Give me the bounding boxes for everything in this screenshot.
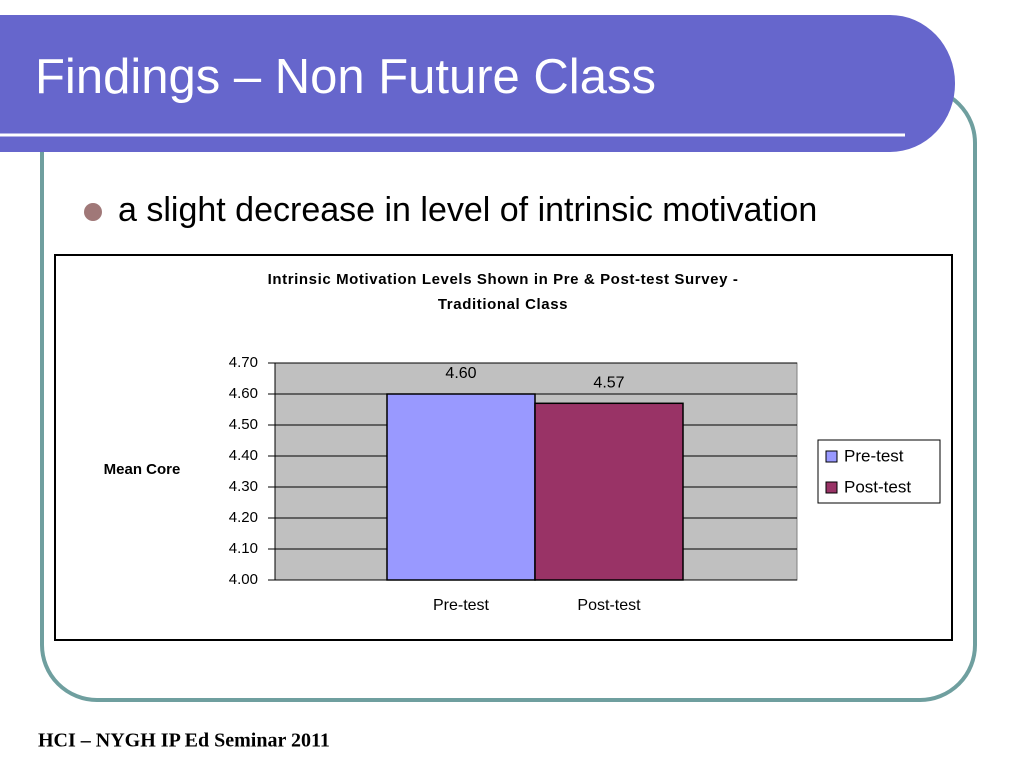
value-label: 4.57 [593,375,624,392]
y-tick-label: 4.00 [229,571,258,588]
legend-swatch [825,481,838,494]
legend-swatch [825,450,838,463]
bar [534,402,684,581]
chart: Intrinsic Motivation Levels Shown in Pre… [104,271,941,614]
y-tick-label: 4.30 [229,478,258,495]
value-label: 4.60 [445,365,476,382]
y-axis-label: Mean Core [104,461,181,478]
title-bar [0,15,956,153]
x-tick-label: Post-test [577,597,641,614]
slide-title: Findings – Non Future Class [35,50,656,104]
bullet-text: a slight decrease in level of intrinsic … [118,191,817,229]
bar [386,393,536,581]
chart-title: Intrinsic Motivation Levels Shown in Pre… [268,271,739,288]
y-tick-label: 4.10 [229,540,258,557]
legend-box [817,439,941,504]
y-tick-label: 4.20 [229,509,258,526]
y-tick-label: 4.40 [229,447,258,464]
footer: HCI – NYGH IP Ed Seminar 2011 [38,730,330,752]
legend-label: Pre-test [844,446,904,465]
y-tick-label: 4.60 [229,385,258,402]
chart-title: Traditional Class [438,296,568,313]
y-tick-label: 4.50 [229,416,258,433]
x-tick-label: Pre-test [433,597,490,614]
legend-label: Post-test [844,477,911,496]
y-tick-label: 4.70 [229,354,258,371]
bullet-dot [84,203,102,221]
